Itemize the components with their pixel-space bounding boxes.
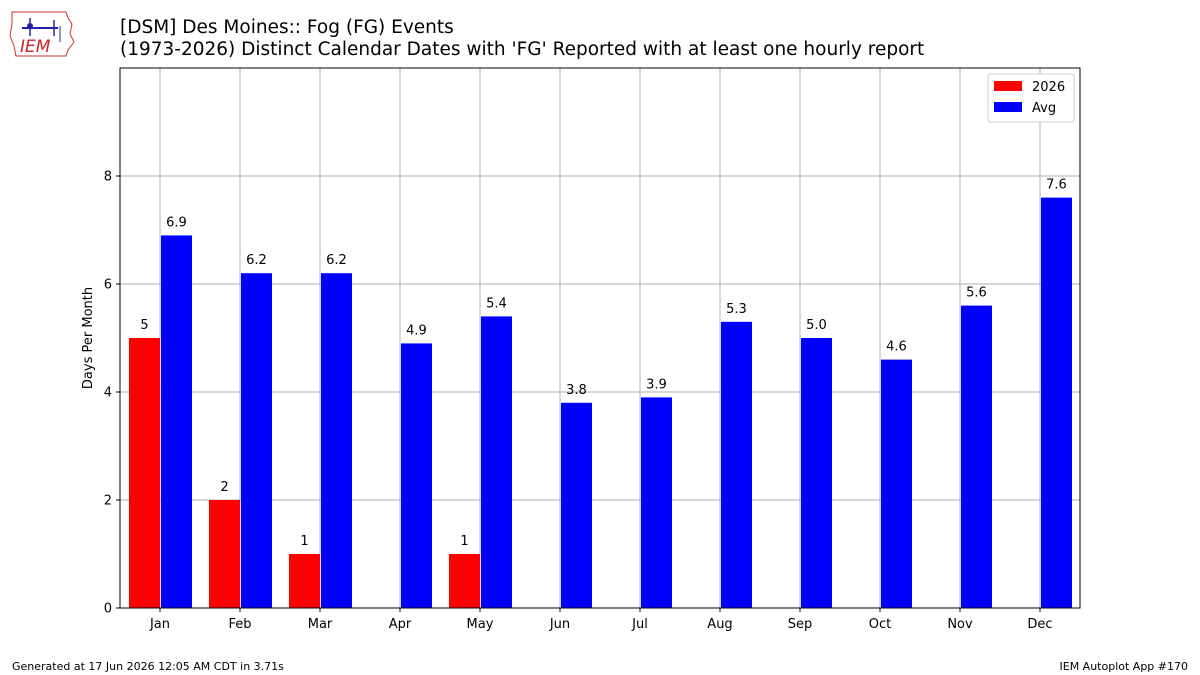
x-tick-label: Jan bbox=[149, 617, 170, 632]
bars bbox=[129, 197, 1072, 608]
y-tick-label: 6 bbox=[104, 278, 112, 293]
legend-label-2026: 2026 bbox=[1032, 80, 1065, 95]
axes: 0 2 4 6 8 Jan Feb Mar Apr May Jun Jul Aug Sep Oct Nov De… bbox=[104, 170, 1053, 633]
data-label-avg-jul: 3.9 bbox=[646, 377, 667, 392]
bar-avg-aug bbox=[721, 321, 752, 608]
bar-avg-oct bbox=[881, 359, 912, 608]
data-label-avg-sep: 5.0 bbox=[806, 318, 827, 333]
y-tick-label: 0 bbox=[104, 602, 112, 617]
y-tick-label: 2 bbox=[104, 494, 112, 509]
bar-2026-jan bbox=[129, 338, 160, 608]
data-label-2026-may: 1 bbox=[460, 534, 468, 549]
footer-app-text: IEM Autoplot App #170 bbox=[1059, 660, 1189, 673]
x-tick-label: Jun bbox=[549, 617, 570, 632]
x-tick-label: Sep bbox=[788, 617, 813, 632]
chart-title-line2: (1973-2026) Distinct Calendar Dates with… bbox=[120, 39, 925, 60]
data-label-2026-feb: 2 bbox=[220, 480, 228, 495]
x-tick-label: Nov bbox=[947, 617, 973, 632]
data-label-avg-aug: 5.3 bbox=[726, 302, 747, 317]
bar-avg-dec bbox=[1041, 197, 1072, 608]
chart-title: [DSM] Des Moines:: Fog (FG) Events (1973-… bbox=[120, 17, 924, 61]
x-tick-label: Jul bbox=[631, 617, 648, 632]
data-label-avg-feb: 6.2 bbox=[246, 253, 267, 268]
x-tick-label: Aug bbox=[707, 617, 732, 632]
bar-avg-feb bbox=[241, 273, 272, 608]
footer-generated-text: Generated at 17 Jun 2026 12:05 AM CDT in… bbox=[12, 660, 284, 673]
bar-2026-feb bbox=[209, 500, 240, 608]
bar-avg-jan bbox=[161, 235, 192, 608]
bar-avg-apr bbox=[401, 343, 432, 608]
data-label-avg-dec: 7.6 bbox=[1046, 178, 1067, 193]
bar-avg-jul bbox=[641, 397, 672, 608]
bar-2026-may bbox=[449, 554, 480, 608]
data-label-avg-nov: 5.6 bbox=[966, 286, 987, 301]
bar-avg-sep bbox=[801, 338, 832, 608]
y-tick-label: 4 bbox=[104, 386, 112, 401]
legend-label-avg: Avg bbox=[1032, 101, 1056, 116]
y-axis-label: Days Per Month bbox=[81, 287, 96, 389]
data-label-avg-may: 5.4 bbox=[486, 296, 507, 311]
iem-logo: IEM bbox=[9, 11, 75, 57]
bar-avg-may bbox=[481, 316, 512, 608]
logo-text: IEM bbox=[20, 37, 51, 57]
bar-2026-mar bbox=[289, 554, 320, 608]
legend-swatch-avg bbox=[994, 102, 1022, 112]
chart-title-line1: [DSM] Des Moines:: Fog (FG) Events bbox=[120, 17, 454, 38]
data-label-2026-jan: 5 bbox=[140, 318, 148, 333]
bar-avg-jun bbox=[561, 402, 592, 608]
x-tick-label: Dec bbox=[1027, 617, 1052, 632]
x-tick-label: May bbox=[467, 617, 494, 632]
x-tick-label: Apr bbox=[389, 617, 412, 632]
data-label-2026-mar: 1 bbox=[300, 534, 308, 549]
plot-frame bbox=[119, 67, 1081, 609]
data-label-avg-oct: 4.6 bbox=[886, 340, 907, 355]
data-label-avg-jun: 3.8 bbox=[566, 383, 587, 398]
data-label-avg-apr: 4.9 bbox=[406, 323, 427, 338]
grid-lines bbox=[120, 68, 1080, 609]
x-tick-label: Feb bbox=[228, 617, 251, 632]
bar-avg-nov bbox=[961, 305, 992, 608]
data-labels: 5 6.9 2 6.2 1 6.2 4.9 1 5.4 3.8 3.9 5.3 5.0 4.6 5.6 7.6 bbox=[140, 178, 1066, 549]
legend-swatch-2026 bbox=[994, 81, 1022, 91]
x-tick-label: Mar bbox=[308, 617, 333, 632]
y-tick-label: 8 bbox=[104, 170, 112, 185]
data-label-avg-jan: 6.9 bbox=[166, 215, 187, 230]
x-tick-label: Oct bbox=[869, 617, 891, 632]
bar-avg-mar bbox=[321, 273, 352, 608]
data-label-avg-mar: 6.2 bbox=[326, 253, 347, 268]
legend: 2026 Avg bbox=[987, 73, 1075, 123]
